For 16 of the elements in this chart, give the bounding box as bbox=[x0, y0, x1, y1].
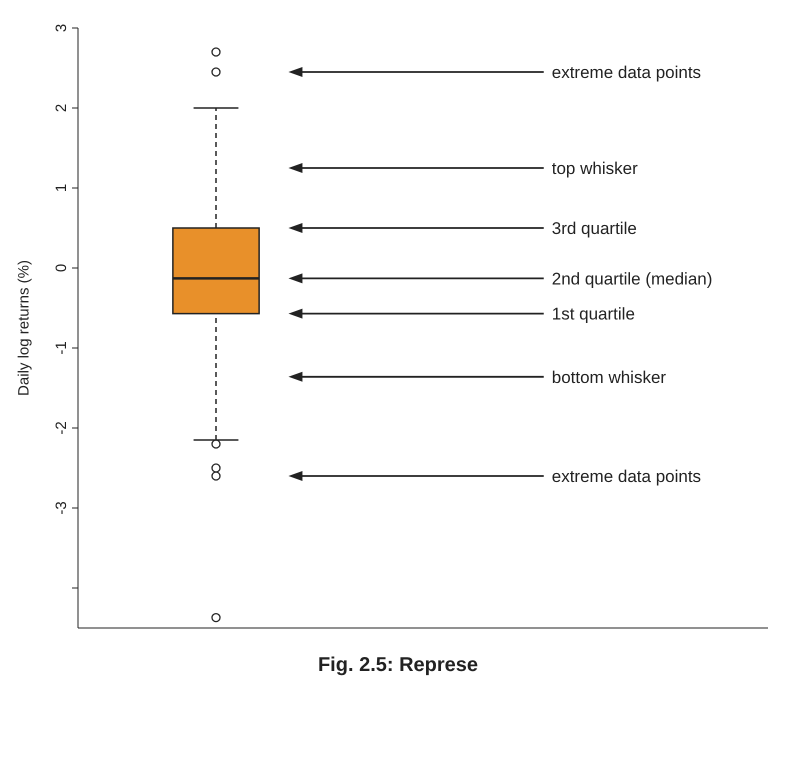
annotation: extreme data points bbox=[552, 63, 702, 82]
annotation: bottom whisker bbox=[552, 368, 666, 387]
y-tick-label: -3 bbox=[53, 501, 70, 515]
annotation: top whisker bbox=[552, 159, 638, 178]
annotation: 1st quartile bbox=[552, 304, 635, 324]
y-tick-label: 0 bbox=[53, 264, 70, 272]
y-tick-label: -1 bbox=[53, 341, 70, 355]
annotation: 3rd quartile bbox=[552, 219, 637, 238]
y-tick-label: 2 bbox=[53, 104, 70, 112]
caption: Fig. 2.5: Represe bbox=[316, 654, 480, 677]
annotation: extreme data points bbox=[552, 467, 702, 486]
y-axis-title: Daily log returns (%) bbox=[15, 260, 32, 396]
y-tick-label: 1 bbox=[53, 184, 70, 192]
y-tick-label: 3 bbox=[53, 24, 70, 32]
annotation: 2nd quartile (median) bbox=[552, 269, 712, 288]
y-tick-label: -2 bbox=[53, 421, 70, 435]
